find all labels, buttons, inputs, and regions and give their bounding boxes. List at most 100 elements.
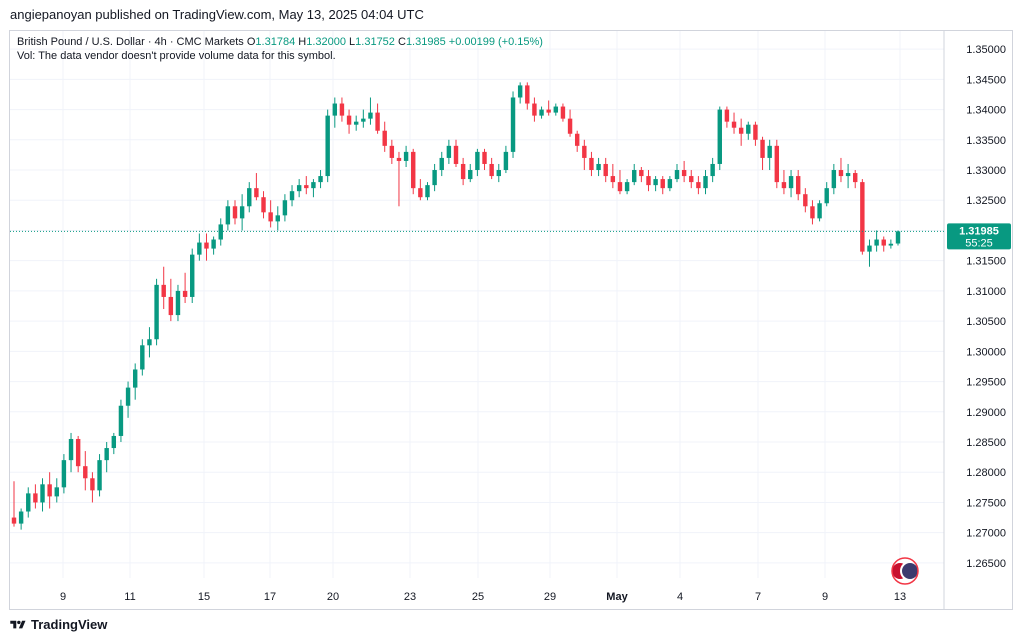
candle-body-down xyxy=(418,188,423,198)
x-tick-label: 15 xyxy=(198,591,210,603)
candle-body-up xyxy=(368,112,373,119)
candle-body-down xyxy=(617,182,623,192)
candle-body-up xyxy=(68,438,74,461)
tradingview-logo-icon xyxy=(10,620,26,628)
open-value: 1.31784 xyxy=(255,36,296,48)
candle-body-up xyxy=(867,245,872,252)
candle-body-down xyxy=(603,163,608,177)
high-value: 1.32000 xyxy=(306,36,346,48)
x-tick-label: 13 xyxy=(894,591,906,603)
candle-body-up xyxy=(118,405,124,436)
candle-body-down xyxy=(760,139,765,158)
candle-body-down xyxy=(753,124,758,140)
candle-body-up xyxy=(311,182,316,189)
x-tick-label: 23 xyxy=(404,591,416,603)
y-tick-label: 1.27000 xyxy=(966,528,1006,540)
candle-body-up xyxy=(425,185,430,198)
y-tick-label: 1.34500 xyxy=(966,74,1006,86)
candle-body-up xyxy=(403,151,409,161)
candle-body-down xyxy=(582,145,587,158)
y-tick-label: 1.28000 xyxy=(966,467,1006,479)
candle-body-down xyxy=(382,130,387,146)
candle-body-up xyxy=(218,224,223,240)
candle-body-down xyxy=(460,163,466,180)
y-tick-label: 1.29000 xyxy=(966,407,1006,419)
candle-body-down xyxy=(482,151,487,164)
uk-us-flag-icon[interactable] xyxy=(890,557,920,585)
last-price-value: 1.31985 xyxy=(959,225,999,237)
candle-body-down xyxy=(532,103,537,116)
candle-body-up xyxy=(496,170,501,177)
candle-body-down xyxy=(33,493,38,503)
candle-body-down xyxy=(546,109,551,113)
candle-body-down xyxy=(696,182,701,189)
change-value: +0.00199 (+0.15%) xyxy=(448,36,543,48)
y-tick-label: 1.30000 xyxy=(966,346,1006,358)
candle-body-up xyxy=(275,215,280,222)
candle-body-up xyxy=(125,387,131,406)
candle-body-up xyxy=(596,163,601,171)
candle-body-down xyxy=(47,484,52,497)
symbol-title[interactable]: British Pound / U.S. Dollar · 4h · CMC M… xyxy=(17,36,244,48)
candle-body-up xyxy=(446,145,452,158)
candle-body-up xyxy=(874,239,879,246)
candle-body-up xyxy=(211,239,216,249)
candle-body-up xyxy=(353,121,359,125)
close-value: 1.31985 xyxy=(405,36,446,48)
y-tick-label: 1.31500 xyxy=(966,256,1006,268)
x-tick-label: 9 xyxy=(822,591,828,603)
candle-body-down xyxy=(346,115,352,125)
y-tick-label: 1.31000 xyxy=(966,286,1006,298)
candle-body-up xyxy=(239,206,245,219)
low-label: L xyxy=(349,36,356,48)
candle-body-down xyxy=(781,182,787,189)
candle-body-up xyxy=(632,170,637,183)
candle-body-up xyxy=(296,185,302,192)
candle-body-up xyxy=(703,176,708,189)
candle-body-up xyxy=(667,179,673,189)
x-tick-label: 20 xyxy=(327,591,339,603)
candle-body-down xyxy=(724,109,730,122)
y-tick-label: 1.26500 xyxy=(966,558,1006,570)
x-tick-label: 25 xyxy=(472,591,484,603)
candle-body-up xyxy=(61,460,67,488)
bar-countdown: 55:25 xyxy=(965,237,993,249)
candle-body-up xyxy=(147,339,152,346)
candle-body-up xyxy=(97,460,102,491)
x-tick-label: 17 xyxy=(264,591,276,603)
candle-body-up xyxy=(674,170,680,180)
candle-body-up xyxy=(140,345,145,370)
candle-body-up xyxy=(767,145,772,158)
candle-body-up xyxy=(104,448,109,461)
high-label: H xyxy=(298,36,307,48)
candle-body-up xyxy=(653,179,658,186)
candle-body-down xyxy=(182,290,188,297)
candle-body-down xyxy=(738,127,744,134)
candle-body-up xyxy=(539,109,544,116)
candle-body-up xyxy=(154,284,159,340)
candle-body-up xyxy=(888,243,894,246)
candle-body-up xyxy=(717,109,722,164)
candle-body-up xyxy=(282,200,288,216)
candle-body-down xyxy=(567,118,573,134)
candle-body-up xyxy=(510,97,516,152)
candle-body-up xyxy=(817,203,822,219)
candle-body-up xyxy=(18,511,24,524)
candle-body-up xyxy=(361,118,366,122)
candle-body-down xyxy=(689,176,694,183)
candle-body-down xyxy=(83,466,88,479)
publish-header: angiepanoyan published on TradingView.co… xyxy=(10,7,424,22)
candle-body-down xyxy=(660,179,665,189)
candle-body-up xyxy=(746,124,751,134)
footer-brand[interactable]: TradingView xyxy=(10,617,107,632)
candle-body-down xyxy=(75,438,81,467)
candle-body-up xyxy=(710,163,715,177)
candle-body-up xyxy=(318,176,323,183)
x-tick-label: May xyxy=(606,591,628,603)
candle-body-up xyxy=(475,151,480,171)
candle-body-down xyxy=(204,242,209,249)
y-tick-label: 1.34000 xyxy=(966,105,1006,117)
y-tick-label: 1.33000 xyxy=(966,165,1006,177)
candle-body-down xyxy=(90,478,95,491)
